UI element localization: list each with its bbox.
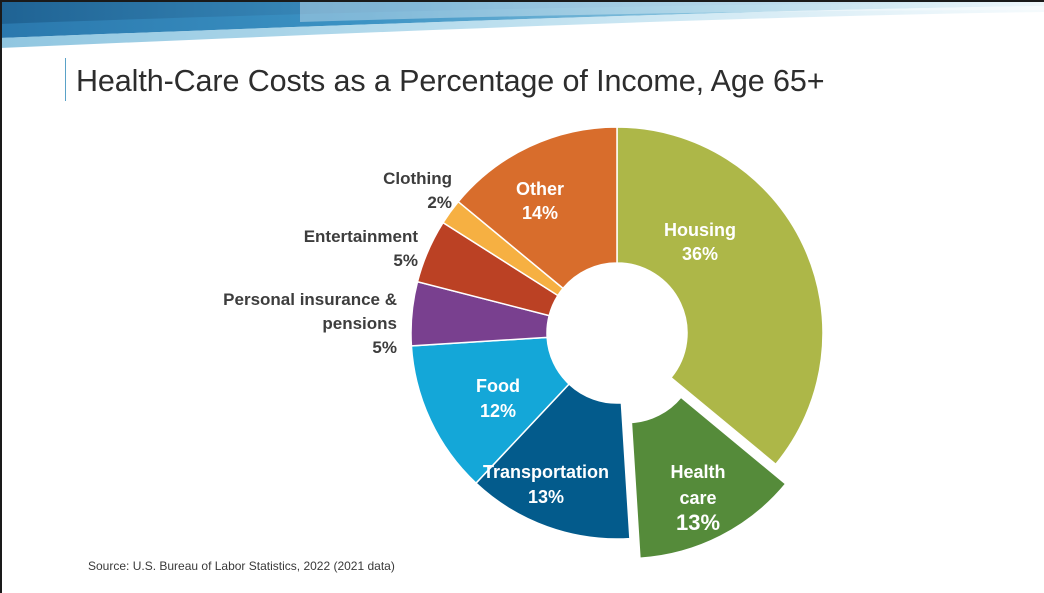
slice-label-text: care <box>679 488 716 508</box>
pie-slice-transportation <box>474 382 631 540</box>
slice-label-text: Clothing <box>383 169 452 188</box>
slice-value-entertainment: 5% <box>393 251 418 270</box>
slice-label-text: Health <box>670 462 725 482</box>
source-note: Source: U.S. Bureau of Labor Statistics,… <box>88 559 395 573</box>
slice-value-health-care: 13% <box>676 510 720 535</box>
header-banner <box>0 0 1044 48</box>
slice-label-text: Personal insurance & <box>223 290 397 309</box>
slice-label-other: Other 14% <box>516 179 564 223</box>
slice-label-personal-insurance: Personal insurance & pensions 5% <box>223 290 397 357</box>
slide-title: Health-Care Costs as a Percentage of Inc… <box>76 64 825 98</box>
pie-slice-food <box>410 336 571 485</box>
slice-value-clothing: 2% <box>427 193 452 212</box>
slide-border-left <box>0 0 2 593</box>
title-accent-line <box>65 58 66 101</box>
slice-label-text: Entertainment <box>304 227 419 246</box>
slice-label-entertainment: Entertainment 5% <box>304 227 419 270</box>
slice-label-health-care: Health care 13% <box>670 462 725 535</box>
slice-label-food: Food 12% <box>476 376 520 421</box>
slide-border-top <box>0 0 1044 2</box>
slice-label-housing: Housing 36% <box>664 220 736 264</box>
slice-label-text: Other <box>516 179 564 199</box>
slice-value-other: 14% <box>522 203 558 223</box>
pie-slice-other <box>457 126 618 290</box>
slice-label-transportation: Transportation 13% <box>483 462 609 507</box>
slice-label-text: pensions <box>322 314 397 333</box>
slice-value-personal-insurance: 5% <box>372 338 397 357</box>
slice-label-text: Housing <box>664 220 736 240</box>
pie-slice-housing <box>616 126 824 466</box>
slice-label-text: Transportation <box>483 462 609 482</box>
slice-value-food: 12% <box>480 401 516 421</box>
slice-value-housing: 36% <box>682 244 718 264</box>
slice-label-clothing: Clothing 2% <box>383 169 452 212</box>
pie-slice-health-care <box>630 396 787 559</box>
slice-value-transportation: 13% <box>528 487 564 507</box>
slice-label-text: Food <box>476 376 520 396</box>
